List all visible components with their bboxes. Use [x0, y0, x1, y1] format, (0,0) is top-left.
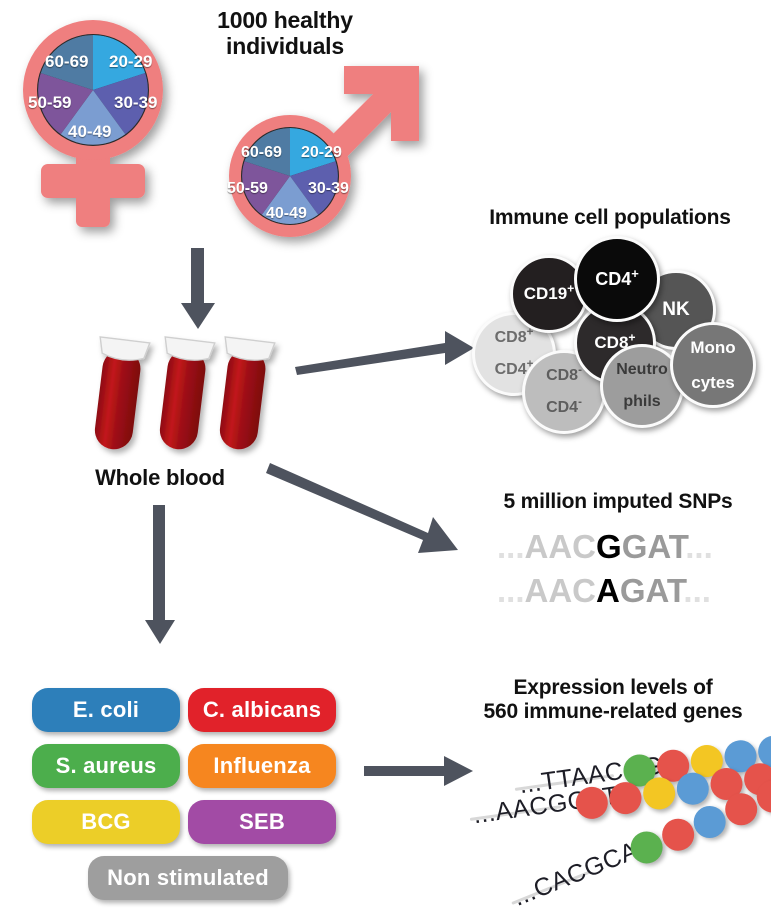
stimulus-label: SEB — [239, 809, 285, 834]
immune-cell-label-line2: CD4+ — [494, 358, 534, 379]
snp-prefix: ... — [497, 572, 525, 609]
immune-cell-cluster: CD8+ CD4+ CD8- CD4- CD19+ CD4+ CD8+ NK N… — [460, 236, 771, 434]
whole-blood-label: Whole blood — [95, 465, 225, 490]
snp-right: GAT — [619, 572, 684, 609]
immune-cell-cd4pos: CD4+ — [574, 236, 660, 322]
male-age-label-40-49: 40-49 — [266, 205, 307, 222]
immune-cell-label: CD4+ — [595, 265, 639, 289]
immune-cell-label: CD8+ — [594, 330, 636, 353]
arrow-down-blood-to-stimuli — [140, 505, 180, 645]
immune-cell-label: CD19+ — [523, 281, 575, 304]
stimulus-seb[interactable]: SEB — [188, 800, 336, 844]
immune-cell-label-line2: phils — [623, 393, 661, 411]
snp-prefix: ... — [497, 528, 525, 565]
stimulus-label: E. coli — [72, 697, 140, 722]
snp-suffix: ... — [683, 572, 711, 609]
stimulus-label: Non stimulated — [107, 865, 269, 890]
female-age-label-20-29: 20-29 — [109, 52, 153, 71]
female-age-label-30-39: 30-39 — [114, 93, 158, 112]
arrow-blood-to-snps — [266, 455, 470, 565]
stimulus-c-albicans[interactable]: C. albicans — [188, 688, 336, 732]
male-age-pie — [242, 128, 338, 224]
male-age-label-50-59: 50-59 — [227, 180, 268, 197]
snp-left: AAC — [524, 572, 597, 609]
stimulus-label: Influenza — [213, 753, 311, 778]
stimulus-label: BCG — [81, 809, 131, 834]
transcript-bead — [674, 770, 711, 807]
page-title-line2: individuals — [226, 32, 344, 59]
immune-cell-label-line1: CD8+ — [494, 326, 534, 346]
immune-cell-label-line2: cytes — [691, 372, 735, 392]
male-age-label-30-39: 30-39 — [308, 180, 349, 197]
female-sex-symbol: 20-29 30-39 40-49 50-59 60-69 — [8, 12, 198, 237]
snp-allele-2: ...AACAGAT... — [497, 572, 711, 610]
snp-variant: G — [596, 528, 622, 565]
snp-left: AAC — [524, 528, 597, 565]
female-age-label-50-59: 50-59 — [28, 93, 72, 112]
expression-title-line2: 560 immune-related genes — [483, 699, 743, 723]
stimulus-s-aureus[interactable]: S. aureus — [32, 744, 180, 788]
female-age-label-60-69: 60-69 — [45, 52, 89, 71]
snp-allele-1: ...AACGGAT... — [497, 528, 713, 566]
snp-suffix: ... — [685, 528, 713, 565]
male-age-label-20-29: 20-29 — [301, 144, 342, 161]
immune-cell-populations-title: Immune cell populations — [489, 206, 731, 229]
snps-title: 5 million imputed SNPs — [503, 490, 733, 513]
transcript-bead — [641, 775, 678, 812]
female-age-label-40-49: 40-49 — [68, 122, 112, 141]
snp-right: GAT — [621, 528, 686, 565]
snp-variant: A — [596, 572, 620, 609]
stimulus-label: S. aureus — [55, 753, 157, 778]
stimulus-e-coli[interactable]: E. coli — [32, 688, 180, 732]
stimulus-influenza[interactable]: Influenza — [188, 744, 336, 788]
female-age-pie — [38, 35, 148, 145]
stimulus-non-stimulated[interactable]: Non stimulated — [88, 856, 288, 900]
male-sex-symbol: 20-29 30-39 40-49 50-59 60-69 — [205, 58, 435, 248]
immune-cell-label-line1: Neutro — [616, 360, 668, 378]
whole-blood-tubes — [94, 336, 300, 458]
arrow-blood-to-immune-cells — [295, 325, 475, 375]
stimulus-label: C. albicans — [202, 697, 322, 722]
male-age-label-60-69: 60-69 — [241, 144, 282, 161]
immune-cell-monocytes: Mono cytes — [670, 322, 756, 408]
page-title-line1: 1000 healthy — [217, 7, 353, 33]
immune-cell-label: NK — [662, 299, 690, 321]
stimulus-bcg[interactable]: BCG — [32, 800, 180, 844]
expression-title-line1: Expression levels of — [513, 676, 713, 699]
immune-cell-label-line1: CD8- — [546, 364, 582, 384]
immune-cell-label-line2: CD4- — [546, 396, 582, 417]
page-title: 1000 healthy individuals — [175, 7, 395, 60]
arrow-stimuli-to-expression — [364, 755, 474, 789]
arrow-down-cohort-to-blood — [178, 248, 218, 330]
expression-title: Expression levels of 560 immune-related … — [458, 676, 768, 723]
immune-cell-label-line1: Mono — [690, 338, 736, 357]
